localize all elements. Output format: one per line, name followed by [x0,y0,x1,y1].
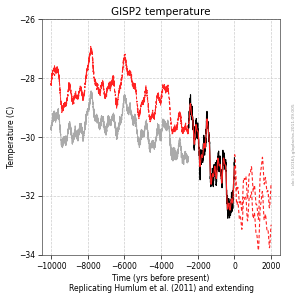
Text: doi: 10.1016/j.gloplacha.2011.09.005: doi: 10.1016/j.gloplacha.2011.09.005 [292,103,295,185]
Title: GISP2 temperature: GISP2 temperature [111,7,211,17]
Y-axis label: Temperature (C): Temperature (C) [7,106,16,168]
X-axis label: Time (yrs before present)
Replicating Humlum et al. (2011) and extending: Time (yrs before present) Replicating Hu… [69,274,254,293]
